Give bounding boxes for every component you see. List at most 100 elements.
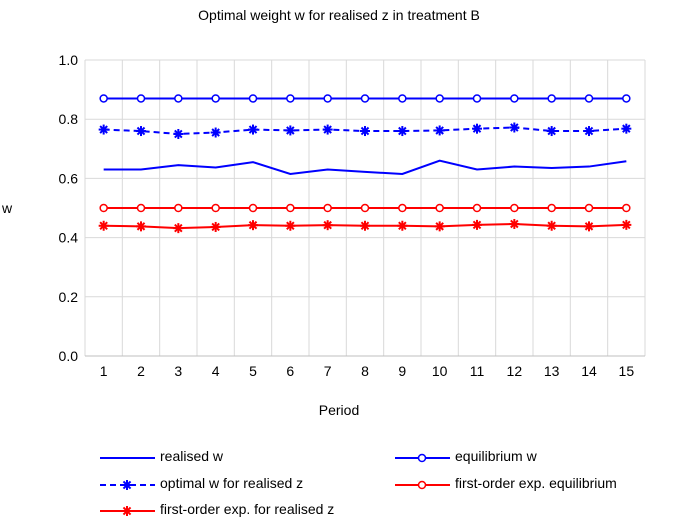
circle-marker [248,203,258,213]
star-marker [397,126,408,137]
star-marker-stroke [547,126,556,136]
star-marker [472,123,482,134]
circle-marker [547,203,556,213]
star-marker [472,219,482,230]
y-tick-label: 1.0 [59,52,79,68]
star-marker-stroke [435,126,444,135]
star-marker-stroke [211,222,220,232]
x-tick-label: 7 [324,363,332,379]
star-marker-stroke [174,223,183,233]
star-marker [136,126,146,137]
circle-marker [211,94,220,103]
circle-marker [360,94,370,103]
circle-marker [398,94,407,103]
star-marker-stroke [584,126,594,136]
circle-marker [398,203,407,213]
x-axis-label: Period [318,402,360,418]
star-marker-stroke [136,222,146,231]
star-marker-stroke [248,220,258,230]
star-marker-stroke [323,220,332,230]
star-marker [584,221,594,232]
x-tick-label: 8 [361,363,369,379]
circle-marker [248,94,258,103]
star-marker [210,127,221,138]
x-tick-label: 5 [249,363,257,379]
circle-marker [435,94,444,103]
star-marker [322,220,333,231]
star-marker-stroke [99,125,108,134]
x-tick-label: 10 [432,363,448,379]
star-marker [546,220,557,231]
circle-marker [136,203,146,213]
y-tick-label: 0.8 [59,111,79,127]
y-tick-label: 0.2 [59,289,79,305]
circle-marker [174,203,183,213]
star-marker [285,220,296,231]
star-marker [98,220,109,231]
x-tick-label: 14 [581,363,597,379]
circle-marker [547,94,556,103]
star-marker-stroke [472,124,482,133]
star-marker [621,123,632,134]
circle-marker [472,94,482,103]
star-marker [509,218,520,229]
star-marker-stroke [248,125,258,134]
x-tick-label: 9 [398,363,406,379]
star-marker-stroke [510,123,519,132]
circle-marker [136,94,146,103]
star-marker-stroke [398,126,407,136]
circle-marker [584,203,594,213]
star-marker [546,126,557,137]
x-tick-label: 2 [137,363,145,379]
circle-marker [622,203,631,213]
series-4 [98,218,632,234]
star-marker-stroke [398,221,407,231]
circle-marker [472,203,482,213]
x-tick-label: 3 [174,363,182,379]
circle-marker [99,203,108,213]
star-marker [248,220,258,231]
x-tick-label: 11 [470,363,485,379]
star-marker [322,124,333,135]
star-marker-stroke [136,126,146,136]
star-marker-stroke [622,220,631,230]
star-marker [434,221,445,232]
star-marker-stroke [510,219,519,229]
y-tick-label: 0.0 [59,348,79,364]
star-marker [621,219,632,230]
star-marker [136,221,146,232]
y-tick-label: 0.6 [59,170,79,186]
star-marker-stroke [360,126,370,136]
circle-marker [286,94,295,103]
circle-marker [99,94,108,103]
star-marker [397,220,408,231]
x-tick-label: 4 [212,363,220,379]
circle-marker [584,94,594,103]
star-marker-stroke [286,126,295,135]
star-marker-stroke [174,129,183,139]
circle-marker [435,203,444,213]
chart-title: Optimal weight w for realised z in treat… [198,7,480,23]
circle-marker [510,94,519,103]
series-3 [99,203,631,213]
circle-marker [510,203,519,213]
circle-marker [323,94,332,103]
x-tick-label: 6 [286,363,294,379]
star-marker [210,221,221,232]
star-marker [173,223,184,234]
circle-marker [286,203,295,213]
series-line [103,159,627,175]
star-marker [248,124,258,135]
x-tick-label: 15 [619,363,635,379]
star-marker [98,124,109,135]
star-marker [584,126,594,137]
star-marker-stroke [286,221,295,231]
y-axis-label: w [2,200,13,216]
x-tick-label: 1 [100,363,108,379]
x-tick-label: 12 [507,363,523,379]
star-marker [360,220,370,231]
series-0 [103,159,627,175]
circle-marker [622,94,631,103]
